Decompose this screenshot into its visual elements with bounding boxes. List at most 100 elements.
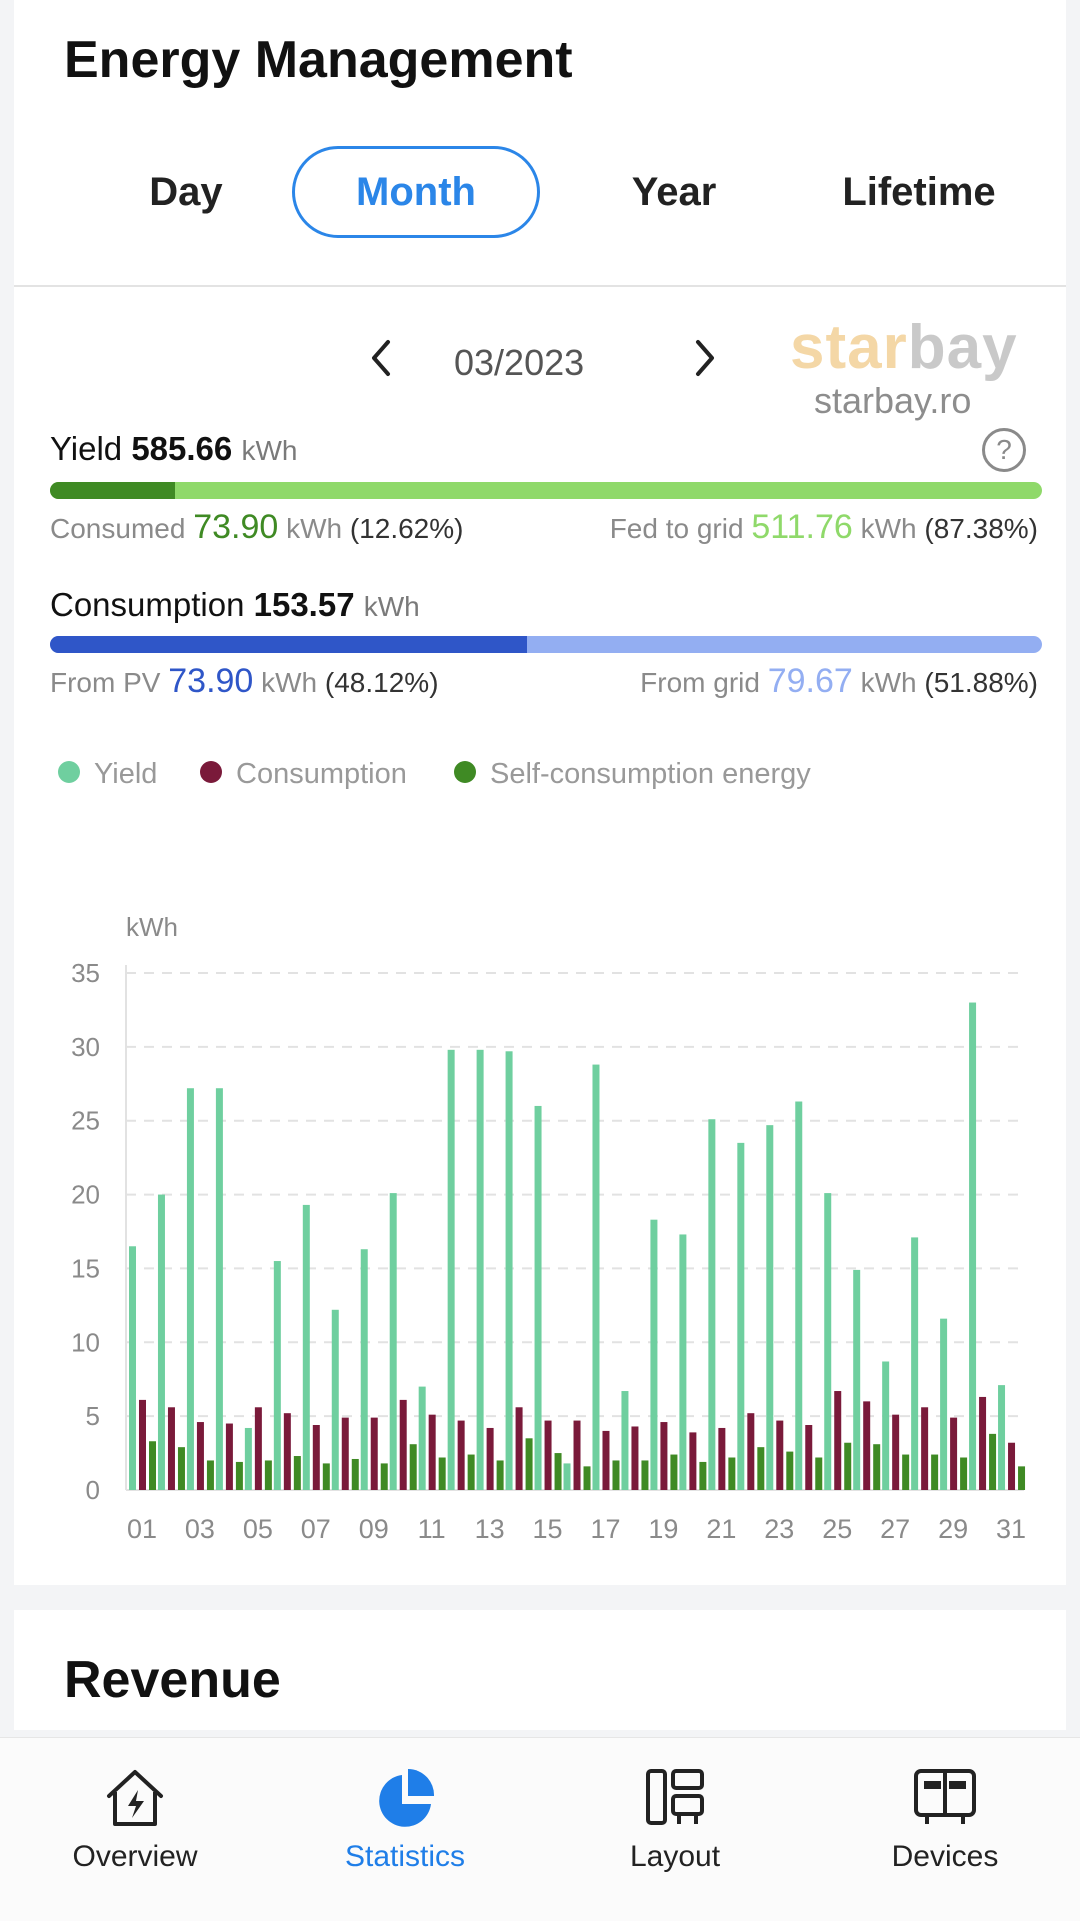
bar-self-consumption-energy xyxy=(641,1460,649,1490)
bar-self-consumption-energy xyxy=(438,1457,446,1490)
bar-consumption xyxy=(805,1425,813,1490)
bar-yield xyxy=(476,1049,484,1490)
consumed-value: 73.90 xyxy=(193,508,279,546)
energy-management-card: Energy Management Day Month Year Lifetim… xyxy=(14,0,1066,1585)
bar-consumption xyxy=(341,1417,349,1490)
consumption-bar xyxy=(50,636,1042,653)
bar-self-consumption-energy xyxy=(844,1442,852,1490)
nav-devices[interactable]: Devices xyxy=(810,1738,1080,1921)
bar-self-consumption-energy xyxy=(235,1461,243,1490)
bar-yield xyxy=(650,1219,658,1490)
yield-consumed-fill xyxy=(50,482,176,499)
bar-consumption xyxy=(718,1427,726,1490)
bar-yield xyxy=(360,1249,368,1490)
tab-day[interactable]: Day xyxy=(149,170,223,214)
bar-yield xyxy=(940,1318,948,1490)
bar-yield xyxy=(505,1051,513,1490)
legend-dot xyxy=(454,761,476,784)
bar-yield xyxy=(621,1391,629,1490)
bar-consumption xyxy=(428,1414,436,1490)
bar-yield xyxy=(157,1194,165,1490)
bar-self-consumption-energy xyxy=(149,1441,156,1490)
pv-value: 73.90 xyxy=(168,662,254,700)
bar-consumption xyxy=(863,1401,871,1490)
consumption-unit: kWh xyxy=(363,591,420,622)
grid-value: 79.67 xyxy=(767,662,853,700)
legend-consumption[interactable]: Consumption xyxy=(200,758,407,791)
bar-self-consumption-energy xyxy=(322,1463,330,1490)
x-tick-label: 11 xyxy=(418,1514,446,1544)
x-tick-label: 01 xyxy=(127,1514,157,1544)
bar-consumption xyxy=(196,1422,204,1490)
bar-self-consumption-energy xyxy=(409,1444,417,1490)
tab-lifetime[interactable]: Lifetime xyxy=(842,170,996,214)
bar-consumption xyxy=(544,1420,552,1490)
bar-self-consumption-energy xyxy=(293,1456,301,1490)
x-tick-label: 05 xyxy=(243,1514,273,1544)
x-tick-label: 07 xyxy=(301,1514,331,1544)
bar-consumption xyxy=(892,1414,900,1490)
bar-self-consumption-energy xyxy=(699,1461,707,1490)
bottom-navigation: Overview Statistics Layout Devices xyxy=(0,1737,1080,1921)
bar-consumption xyxy=(834,1391,842,1490)
bar-self-consumption-energy xyxy=(380,1463,388,1490)
yield-row: Yield 585.66 kWh xyxy=(50,430,297,468)
bar-consumption xyxy=(225,1423,233,1490)
x-tick-label: 13 xyxy=(475,1514,505,1544)
watermark-logo: starbay xyxy=(790,313,1018,382)
bar-self-consumption-energy xyxy=(931,1454,939,1490)
bar-self-consumption-energy xyxy=(728,1457,736,1490)
yield-fed-fill xyxy=(50,482,1042,499)
bar-yield xyxy=(882,1361,890,1490)
help-icon[interactable]: ? xyxy=(982,428,1026,472)
home-bolt-icon xyxy=(107,1770,163,1826)
x-tick-label: 19 xyxy=(648,1514,678,1544)
consumption-label: Consumption xyxy=(50,586,245,623)
x-tick-label: 17 xyxy=(590,1514,620,1544)
bar-consumption xyxy=(399,1399,407,1490)
legend-yield[interactable]: Yield xyxy=(58,758,157,791)
bar-self-consumption-energy xyxy=(902,1454,910,1490)
bar-consumption xyxy=(631,1426,639,1490)
y-tick-label: 15 xyxy=(71,1253,100,1283)
y-tick-label: 30 xyxy=(71,1032,100,1062)
consumed-percent: (12.62%) xyxy=(349,513,464,544)
chevron-right-icon[interactable] xyxy=(690,336,720,391)
bar-yield xyxy=(592,1064,600,1490)
bar-yield xyxy=(737,1142,745,1490)
bar-yield xyxy=(302,1204,310,1490)
x-tick-label: 29 xyxy=(938,1514,968,1544)
page-title: Energy Management xyxy=(64,31,573,89)
pv-percent: (48.12%) xyxy=(324,667,439,698)
bar-yield xyxy=(418,1386,426,1490)
x-tick-label: 03 xyxy=(185,1514,215,1544)
grid-percent: (51.88%) xyxy=(924,667,1038,698)
bar-self-consumption-energy xyxy=(960,1457,968,1490)
bar-yield xyxy=(998,1385,1006,1490)
bar-yield xyxy=(129,1246,136,1490)
x-tick-label: 27 xyxy=(880,1514,910,1544)
bar-self-consumption-energy xyxy=(467,1454,475,1490)
nav-statistics[interactable]: Statistics xyxy=(270,1738,540,1921)
nav-layout[interactable]: Layout xyxy=(540,1738,810,1921)
tab-year[interactable]: Year xyxy=(631,170,717,214)
chevron-left-icon[interactable] xyxy=(366,336,396,391)
bar-consumption xyxy=(689,1432,697,1490)
bar-consumption xyxy=(776,1420,784,1490)
tab-month[interactable]: Month xyxy=(292,146,540,238)
bar-yield xyxy=(186,1088,194,1490)
bar-consumption xyxy=(950,1417,958,1490)
consumption-pv-fill xyxy=(50,636,528,653)
bar-consumption xyxy=(660,1422,668,1490)
bar-yield xyxy=(244,1427,252,1490)
revenue-title: Revenue xyxy=(64,1651,281,1709)
bar-consumption xyxy=(167,1407,175,1490)
watermark-site: starbay.ro xyxy=(814,380,972,421)
x-tick-label: 21 xyxy=(706,1514,736,1544)
yield-unit: kWh xyxy=(241,435,298,466)
bar-self-consumption-energy xyxy=(351,1458,359,1490)
legend-self-consumption[interactable]: Self-consumption energy xyxy=(454,758,811,791)
nav-overview[interactable]: Overview xyxy=(0,1738,270,1921)
y-tick-label: 5 xyxy=(86,1401,100,1431)
bar-consumption xyxy=(602,1430,610,1490)
